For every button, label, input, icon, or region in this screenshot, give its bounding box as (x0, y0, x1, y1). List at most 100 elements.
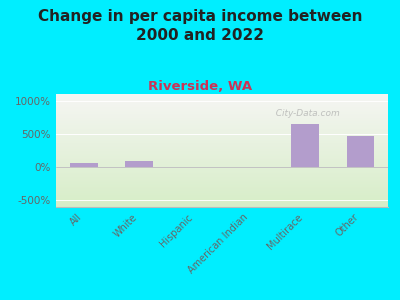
Bar (56, 138, 388, 139)
Bar (56, 96, 388, 97)
Bar (56, 142, 388, 143)
Bar (56, 158, 388, 159)
Bar (56, 151, 388, 152)
Bar (56, 183, 388, 184)
Bar (56, 152, 388, 153)
Bar (56, 133, 388, 134)
Bar (56, 189, 388, 190)
Bar (56, 179, 388, 180)
Bar (56, 205, 388, 206)
Bar (56, 97, 388, 98)
Text: Change in per capita income between
2000 and 2022: Change in per capita income between 2000… (38, 9, 362, 43)
Bar (56, 196, 388, 197)
Bar (56, 95, 388, 96)
Bar (56, 101, 388, 102)
Bar (56, 121, 388, 122)
Bar (56, 150, 388, 151)
Bar (56, 173, 388, 174)
Bar (346, 136, 374, 167)
Bar (56, 115, 388, 116)
Bar (56, 155, 388, 156)
Bar (56, 94, 388, 95)
Bar (56, 198, 388, 199)
Bar (56, 114, 388, 115)
Bar (56, 145, 388, 146)
Bar (56, 201, 388, 202)
Bar (70, 163, 98, 167)
Text: City-Data.com: City-Data.com (270, 109, 340, 118)
Bar (56, 104, 388, 105)
Bar (56, 112, 388, 113)
Bar (56, 185, 388, 186)
Bar (56, 160, 388, 161)
Bar (56, 153, 388, 154)
Bar (56, 125, 388, 126)
Bar (291, 124, 319, 167)
Bar (56, 103, 388, 104)
Bar (56, 123, 388, 124)
Bar (56, 118, 388, 119)
Bar (56, 117, 388, 118)
Bar (56, 184, 388, 185)
Bar (56, 190, 388, 191)
Bar (56, 193, 388, 194)
Bar (56, 157, 388, 158)
Bar (56, 122, 388, 123)
Bar (56, 171, 388, 172)
Bar (56, 102, 388, 103)
Bar (56, 113, 388, 114)
Bar (56, 136, 388, 137)
Bar (56, 146, 388, 147)
Bar (56, 162, 388, 163)
Bar (56, 109, 388, 110)
Bar (56, 154, 388, 155)
Bar (56, 143, 388, 144)
Text: Riverside, WA: Riverside, WA (148, 80, 252, 92)
Bar (56, 186, 388, 187)
Bar (56, 107, 388, 108)
Bar (56, 200, 388, 201)
Bar (56, 139, 388, 140)
Bar (56, 126, 388, 127)
Bar (56, 204, 388, 205)
Bar (56, 129, 388, 130)
Bar (56, 110, 388, 111)
Bar (56, 120, 388, 121)
Bar (56, 203, 388, 204)
Bar (56, 161, 388, 162)
Bar (56, 177, 388, 178)
Bar (56, 197, 388, 198)
Bar (56, 180, 388, 181)
Bar (56, 168, 388, 169)
Bar (56, 202, 388, 203)
Bar (56, 187, 388, 188)
Bar (56, 132, 388, 133)
Bar (56, 174, 388, 175)
Bar (56, 147, 388, 148)
Bar (56, 99, 388, 100)
Bar (56, 199, 388, 200)
Bar (56, 148, 388, 149)
Bar (56, 144, 388, 145)
Bar (56, 159, 388, 160)
Bar (56, 156, 388, 157)
Bar (56, 167, 388, 168)
Bar (56, 135, 388, 136)
Bar (56, 206, 388, 207)
Bar (56, 170, 388, 171)
Bar (56, 188, 388, 189)
Bar (56, 169, 388, 170)
Bar (56, 164, 388, 165)
Bar (56, 128, 388, 129)
Bar (56, 116, 388, 117)
Bar (56, 140, 388, 141)
Bar (56, 178, 388, 179)
Bar (56, 108, 388, 109)
Bar (56, 119, 388, 120)
Bar (56, 182, 388, 183)
Bar (56, 131, 388, 132)
Bar (56, 127, 388, 128)
Bar (56, 137, 388, 138)
Bar (56, 195, 388, 196)
Bar (125, 161, 153, 167)
